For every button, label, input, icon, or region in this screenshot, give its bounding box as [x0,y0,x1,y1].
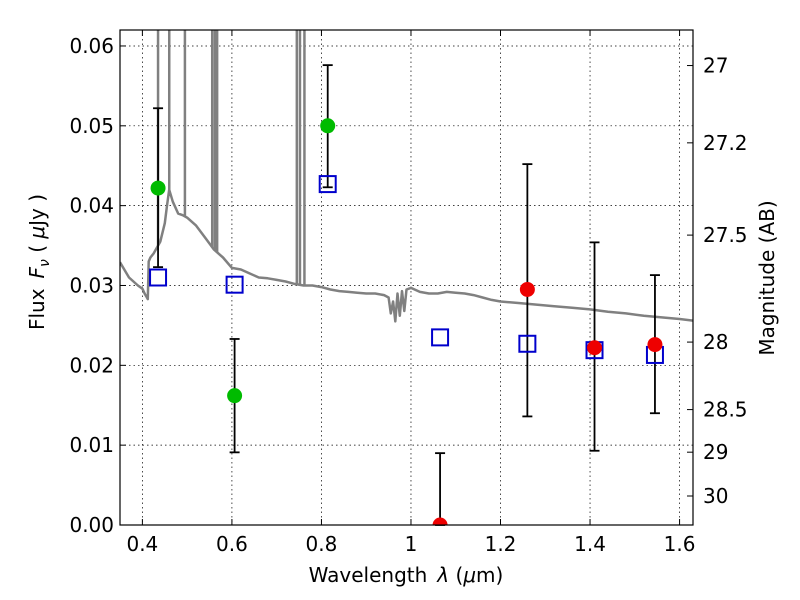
y-tick-label: 0.01 [69,433,114,457]
x-tick-label: 0.4 [126,532,158,556]
spectrum-continuum [120,188,693,323]
model-square-point [149,268,168,287]
model-square-point [225,275,244,294]
y2-tick-label: 27.2 [703,131,748,155]
y2-tick-labels: 27 27.2 27.5 28 28.5 29 30 [703,54,748,508]
y2-tick-label: 28 [703,330,728,354]
observed-nir-point [432,517,448,525]
y2-tick-label: 27 [703,54,728,78]
y-tick-labels: 0.00 0.01 0.02 0.03 0.04 0.05 0.06 [69,34,114,537]
y-tick-label: 0.00 [69,513,114,537]
x-tick-label: 1 [405,532,418,556]
y2-axis-label: Magnitude (AB) [755,200,779,355]
plot-frame [119,29,694,526]
model-square-point [518,334,537,353]
ticks [120,30,693,526]
observed-nir-point [519,281,535,297]
observed-nir-point [647,337,663,353]
observed-optical-point [227,388,243,404]
y2-tick-label: 29 [703,440,728,464]
y-tick-label: 0.06 [69,34,114,58]
y-axis-label: FluxFν ( μJy ) [25,194,53,330]
x-tick-label: 0.8 [306,532,338,556]
x-tick-label: 1.4 [574,532,606,556]
y-tick-label: 0.05 [69,114,114,138]
model-square-point [318,175,337,194]
y2-tick-label: 30 [703,484,728,508]
y-tick-label: 0.02 [69,353,114,377]
x-tick-label: 1.2 [485,532,517,556]
x-tick-labels: 0.4 0.6 0.8 1 1.2 1.4 1.6 [126,532,695,556]
model-spectrum [120,30,693,323]
model-photometry-points [149,175,664,364]
y2-tick-label: 27.5 [703,223,748,247]
x-tick-label: 1.6 [664,532,696,556]
y-tick-label: 0.03 [69,273,114,297]
grid [120,30,693,525]
observed-optical-point [320,118,336,134]
x-tick-label: 0.6 [216,532,248,556]
observed-nir-point [587,340,603,356]
observed-optical-point [150,180,166,196]
model-square-point [431,328,450,347]
observed-photometry-points [150,118,663,525]
y-tick-label: 0.04 [69,194,114,218]
x-axis-label: Wavelength λ (μm) [309,563,504,587]
y2-tick-label: 28.5 [703,398,748,422]
